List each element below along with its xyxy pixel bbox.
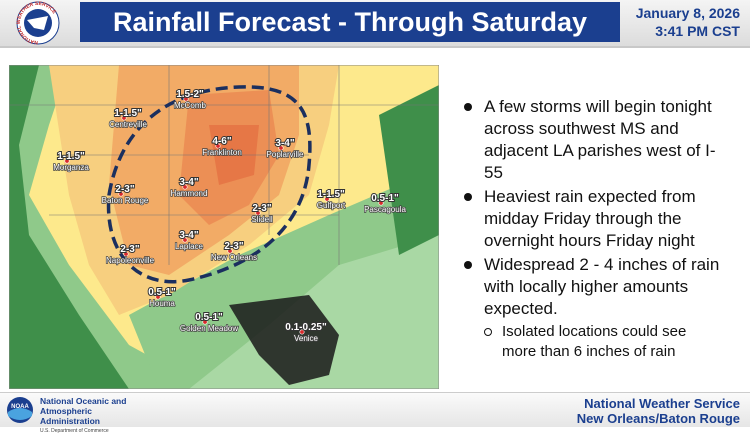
footer: NOAA National Oceanic and Atmospheric Ad… xyxy=(0,392,750,434)
time: 3:41 PM CST xyxy=(655,23,740,39)
rain-amount: 1.5-2" xyxy=(176,89,204,100)
city-marker xyxy=(155,294,161,300)
noaa-logo-text: NOAA xyxy=(11,404,29,410)
place-name: Franklinton xyxy=(202,148,242,157)
bullet: Widespread 2 - 4 inches of rain with loc… xyxy=(462,254,722,320)
city-marker xyxy=(121,115,127,121)
nws-logo: NATIONAL WEATHER SERVICE xyxy=(16,1,60,45)
place-name: Laplace xyxy=(175,242,204,251)
rain-amount: 2-3" xyxy=(252,203,271,214)
rain-amount: 2-3" xyxy=(224,241,243,252)
header: NATIONAL WEATHER SERVICE Rainfall Foreca… xyxy=(0,0,750,48)
rain-amount: 2-3" xyxy=(120,244,139,255)
rain-amount: 0.5-1" xyxy=(371,193,399,204)
rain-amount: 2-3" xyxy=(115,184,134,195)
place-name: Venice xyxy=(294,334,319,343)
date: January 8, 2026 xyxy=(635,5,740,21)
department: U.S. Department of Commerce xyxy=(40,428,109,434)
city-marker xyxy=(182,237,188,243)
place-name: Morganza xyxy=(53,163,89,172)
noaa-logo: NOAA xyxy=(7,397,33,423)
rainfall-map: 1.5-2"McComb1-1.5"Centreville4-6"Frankli… xyxy=(9,65,439,389)
office-unit: New Orleans/Baton Rouge xyxy=(576,411,740,426)
city-marker xyxy=(202,319,208,325)
rain-amount: 0.1-0.25" xyxy=(285,322,327,333)
bullet: Heaviest rain expected from midday Frida… xyxy=(462,186,722,252)
city-marker xyxy=(118,191,124,197)
place-name: Slidell xyxy=(251,215,273,224)
place-name: Baton Rouge xyxy=(102,196,149,205)
sub-bullet: Isolated locations could see more than 6… xyxy=(462,322,722,362)
place-name: Gulfport xyxy=(317,201,346,210)
place-name: Napoleonville xyxy=(106,256,155,265)
place-name: Centreville xyxy=(109,120,147,129)
city-marker xyxy=(64,158,70,164)
rain-amount: 1-1.5" xyxy=(317,189,345,200)
place-name: Houma xyxy=(149,299,175,308)
place-name: Pascagoula xyxy=(364,205,406,214)
bullet-list: A few storms will begin tonight across s… xyxy=(462,96,722,362)
rain-amount: 3-4" xyxy=(275,138,294,149)
city-marker xyxy=(182,184,188,190)
rain-amount: 3-4" xyxy=(179,230,198,241)
rain-amount: 0.5-1" xyxy=(148,287,176,298)
city-marker xyxy=(299,329,305,335)
city-marker xyxy=(215,143,221,149)
city-marker xyxy=(227,248,233,254)
agency: National Oceanic and Atmospheric Adminis… xyxy=(40,396,150,436)
bullet: A few storms will begin tonight across s… xyxy=(462,96,722,184)
city-marker xyxy=(255,210,261,216)
city-marker xyxy=(123,251,129,257)
rain-amount: 1-1.5" xyxy=(57,151,85,162)
city-marker xyxy=(183,96,189,102)
title: Rainfall Forecast - Through Saturday xyxy=(80,2,620,42)
place-name: Hammond xyxy=(171,189,208,198)
place-name: McComb xyxy=(174,101,207,110)
rain-amount: 0.5-1" xyxy=(195,312,223,323)
rain-amount: 1-1.5" xyxy=(114,108,142,119)
office: National Weather Service New Orleans/Bato… xyxy=(577,396,740,426)
city-marker xyxy=(378,200,384,206)
office-name: National Weather Service xyxy=(584,396,740,411)
place-name: Poplarville xyxy=(267,150,304,159)
rain-amount: 4-6" xyxy=(212,136,231,147)
rain-amount: 3-4" xyxy=(179,177,198,188)
city-marker xyxy=(278,145,284,151)
city-marker xyxy=(324,196,330,202)
place-name: New Orleans xyxy=(211,253,257,262)
agency-name: National Oceanic and Atmospheric Adminis… xyxy=(40,396,127,426)
date-time: January 8, 2026 3:41 PM CST xyxy=(636,4,740,40)
place-name: Golden Meadow xyxy=(180,324,238,333)
